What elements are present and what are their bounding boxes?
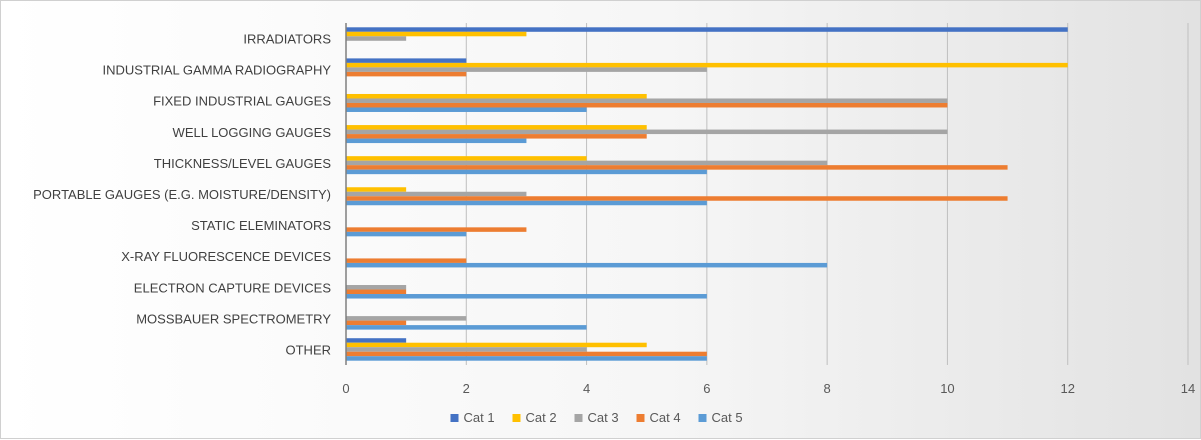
category-label: THICKNESS/LEVEL GAUGES xyxy=(154,156,332,171)
bar xyxy=(346,129,948,135)
bar xyxy=(346,36,407,41)
category-label: STATIC ELEMINATORS xyxy=(191,218,331,233)
bar xyxy=(346,338,407,343)
legend-swatch xyxy=(574,414,583,422)
bar xyxy=(346,258,467,263)
bar xyxy=(346,169,707,175)
bar xyxy=(346,356,707,361)
bar xyxy=(346,227,527,232)
bar xyxy=(346,98,948,103)
x-tick-label: 0 xyxy=(342,381,349,396)
bar xyxy=(346,160,828,166)
bar xyxy=(346,196,1008,201)
category-label: INDUSTRIAL GAMMA RADIOGRAPHY xyxy=(103,63,332,78)
category-label: ELECTRON CAPTURE DEVICES xyxy=(134,280,332,295)
legend-swatch xyxy=(698,414,707,422)
x-tick-label: 14 xyxy=(1181,381,1195,396)
legend-label: Cat 1 xyxy=(464,410,495,425)
bar xyxy=(346,138,527,144)
bar xyxy=(346,351,707,357)
bar xyxy=(346,325,587,330)
bar xyxy=(346,125,647,130)
x-tick-label: 8 xyxy=(824,381,831,396)
x-tick-label: 12 xyxy=(1060,381,1074,396)
bar xyxy=(346,67,707,72)
category-label: X-RAY FLUORESCENCE DEVICES xyxy=(121,249,331,264)
category-labels: IRRADIATORS INDUSTRIAL GAMMA RADIOGRAPHY F… xyxy=(33,32,331,358)
x-tick-label: 4 xyxy=(583,381,590,396)
bars xyxy=(346,27,1068,361)
bar xyxy=(346,27,1068,32)
x-tick-label: 2 xyxy=(463,381,470,396)
bar xyxy=(346,200,707,206)
bar xyxy=(346,262,828,268)
x-tick-label: 10 xyxy=(940,381,954,396)
legend-label: Cat 2 xyxy=(526,410,557,425)
category-label: PORTABLE GAUGES (E.G. MOISTURE/DENSITY) xyxy=(33,187,331,202)
bar xyxy=(346,316,467,321)
category-label: WELL LOGGING GAUGES xyxy=(173,125,332,140)
legend-label: Cat 3 xyxy=(588,410,619,425)
category-label: MOSSBAUER SPECTROMETRY xyxy=(136,311,331,326)
bar xyxy=(346,285,407,290)
bar xyxy=(346,231,467,237)
bar xyxy=(346,320,407,326)
x-tick-label: 6 xyxy=(703,381,710,396)
bar xyxy=(346,289,407,295)
bar xyxy=(346,71,467,77)
legend-swatch xyxy=(636,414,645,422)
x-tick-labels: 0 2 4 6 8 10 12 14 xyxy=(342,381,1195,396)
bar xyxy=(346,191,527,197)
bar xyxy=(346,31,527,37)
bar xyxy=(346,58,467,63)
bar xyxy=(346,187,407,192)
bar xyxy=(346,156,587,161)
bar xyxy=(346,134,647,139)
legend-swatch xyxy=(450,414,459,422)
legend-swatch xyxy=(512,414,521,422)
bar xyxy=(346,107,587,112)
category-label: IRRADIATORS xyxy=(243,32,331,47)
bar xyxy=(346,102,948,108)
bar xyxy=(346,347,587,352)
gridlines xyxy=(465,23,1189,365)
legend: Cat 1 Cat 2 Cat 3 Cat 4 Cat 5 xyxy=(450,410,743,425)
category-label: OTHER xyxy=(286,342,332,357)
bar xyxy=(346,93,647,99)
bar xyxy=(346,62,1068,68)
bar xyxy=(346,342,647,348)
category-label: FIXED INDUSTRIAL GAUGES xyxy=(153,94,331,109)
legend-label: Cat 5 xyxy=(712,410,743,425)
bar xyxy=(346,165,1008,170)
bar xyxy=(346,294,707,299)
legend-label: Cat 4 xyxy=(650,410,681,425)
